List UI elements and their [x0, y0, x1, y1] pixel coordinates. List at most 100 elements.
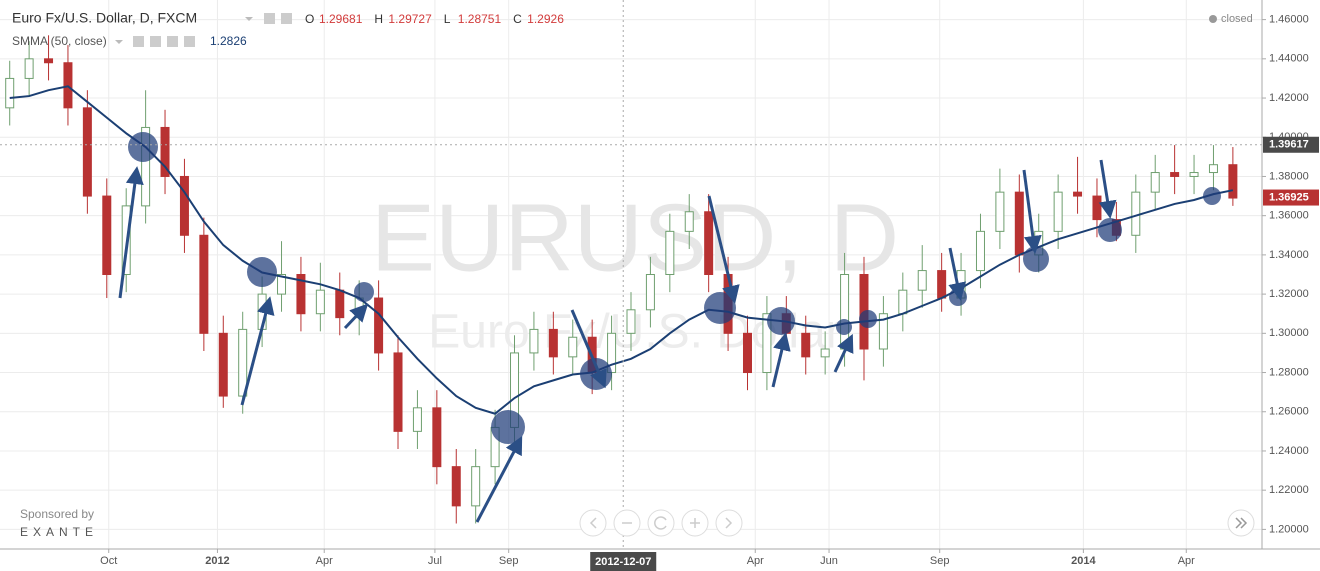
circle: [767, 307, 795, 335]
readout-value: 1.28751: [458, 12, 502, 26]
indicator-name: SMMA (50, close): [12, 34, 107, 48]
candle-body: [917, 270, 927, 291]
candle-body: [24, 58, 34, 79]
candle-body: [44, 58, 54, 64]
glyph: [690, 518, 700, 528]
candle-body: [238, 328, 248, 397]
glyph: [1235, 517, 1248, 529]
scroll-left[interactable]: [579, 509, 607, 537]
candle-body: [626, 309, 636, 334]
glyph: [725, 517, 733, 529]
readout-label: H: [374, 12, 383, 26]
circle: [859, 310, 877, 328]
readout-label: C: [513, 12, 522, 26]
y-tick-label: 1.44000: [1269, 53, 1309, 65]
last-price: 1.36925: [1269, 191, 1309, 203]
arrow: [771, 332, 791, 388]
indicator-icon[interactable]: [133, 36, 144, 47]
y-tick-label: 1.46000: [1269, 14, 1309, 26]
arrow: [833, 333, 854, 373]
candle-body: [762, 313, 772, 374]
arrow: [240, 296, 275, 406]
y-tick-label: 1.36000: [1269, 210, 1309, 222]
dropdown-icon[interactable]: [115, 40, 123, 44]
candle-body: [160, 126, 170, 177]
y-tick-label: 1.38000: [1269, 170, 1309, 182]
scroll-right[interactable]: [715, 509, 743, 537]
crosshair-date: 2012-12-07: [595, 556, 651, 568]
candle-body: [742, 332, 752, 374]
candle-body: [1131, 191, 1141, 236]
candle-body: [199, 234, 209, 334]
ohlc-readout: O 1.29681 H 1.29727 L 1.28751 C 1.2926: [305, 12, 564, 26]
reset[interactable]: [647, 509, 675, 537]
x-tick-label: Jul: [428, 555, 442, 567]
candle-body: [218, 332, 228, 397]
arrow: [707, 195, 740, 304]
y-tick-label: 1.42000: [1269, 92, 1309, 104]
candle-body: [1170, 172, 1180, 177]
status: closed: [1221, 13, 1253, 25]
y-tick-label: 1.26000: [1269, 406, 1309, 418]
y-tick-label: 1.22000: [1269, 484, 1309, 496]
y-tick-label: 1.28000: [1269, 366, 1309, 378]
circle: [491, 410, 525, 444]
candle-body: [412, 407, 422, 432]
readout-label: O: [305, 12, 314, 26]
x-tick-label: Apr: [747, 555, 764, 567]
sponsor-text: Sponsored by: [20, 507, 94, 521]
x-tick-label: Apr: [316, 555, 333, 567]
indicator-close[interactable]: [184, 36, 195, 47]
candle-body: [995, 191, 1005, 232]
candle-body: [1053, 191, 1063, 232]
candle-body: [975, 230, 985, 272]
symbol-title: Euro Fx/U.S. Dollar, D, FXCM: [12, 10, 197, 26]
settings-icon[interactable]: [264, 13, 275, 24]
status-dot: [1209, 15, 1217, 23]
indicator-icon[interactable]: [150, 36, 161, 47]
circle: [354, 282, 374, 302]
candle-body: [102, 195, 112, 275]
watermark-symbol: EURUSD, D: [371, 184, 899, 291]
y-tick-label: 1.30000: [1269, 327, 1309, 339]
candle-body: [1014, 191, 1024, 256]
sponsor-name[interactable]: EXANTE: [20, 525, 98, 539]
candle-body: [878, 313, 888, 350]
crosshair-price: 1.39617: [1269, 139, 1309, 151]
last-price-box: [1263, 189, 1319, 206]
arrow: [948, 247, 967, 301]
x-tick-label: Apr: [1178, 555, 1195, 567]
circle: [128, 132, 158, 162]
candle-body: [665, 230, 675, 276]
arrows: [118, 159, 1117, 523]
nav-glyphs: [589, 516, 1248, 530]
y-tick-label: 1.24000: [1269, 445, 1309, 457]
x-tick-label: 2012: [205, 555, 229, 567]
candle-body: [801, 332, 811, 358]
candle-body: [335, 289, 345, 319]
candle-body: [393, 352, 403, 432]
candle-body: [684, 211, 694, 232]
candle-body: [432, 407, 442, 468]
indicator-icon[interactable]: [167, 36, 178, 47]
candle-body: [451, 466, 461, 507]
x-tick-label: Jun: [820, 555, 838, 567]
arrow: [343, 303, 369, 330]
dropdown-icon[interactable]: [245, 17, 253, 21]
candle-body: [1208, 164, 1218, 174]
candle-body: [820, 348, 830, 358]
candle-body: [937, 270, 947, 299]
x-tick-label: Sep: [930, 555, 950, 567]
arrow: [1022, 169, 1042, 254]
circle: [247, 257, 277, 287]
candle-body: [374, 297, 384, 354]
candle-body: [645, 274, 655, 311]
candle-body: [1092, 195, 1102, 221]
format-icon[interactable]: [281, 13, 292, 24]
x-tick-label: Oct: [100, 555, 117, 567]
candle-body: [1189, 172, 1199, 177]
